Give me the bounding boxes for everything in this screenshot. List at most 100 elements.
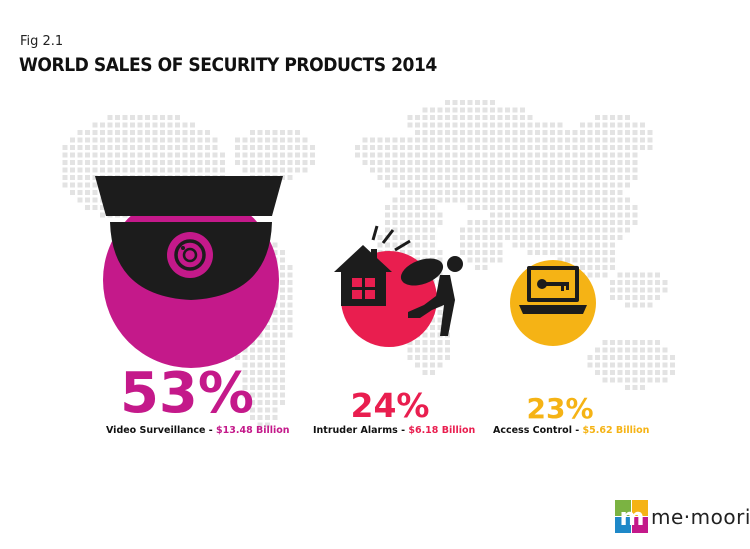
- map-dot: [602, 160, 608, 165]
- map-dot: [610, 175, 615, 180]
- map-dot: [475, 100, 480, 105]
- map-dot: [437, 325, 443, 330]
- map-dot: [602, 130, 608, 135]
- map-dot: [272, 415, 278, 420]
- map-dot: [565, 220, 570, 225]
- map-dot: [100, 160, 105, 165]
- map-dot: [497, 257, 503, 263]
- map-dot: [460, 130, 465, 135]
- map-dot: [647, 362, 653, 368]
- map-dot: [422, 220, 428, 225]
- map-dot: [190, 130, 195, 135]
- map-dot: [647, 295, 653, 300]
- map-dot: [482, 130, 488, 135]
- map-dot: [257, 362, 263, 368]
- map-dot: [437, 332, 443, 338]
- map-dot: [482, 182, 488, 188]
- map-dot: [280, 400, 285, 405]
- map-dot: [647, 340, 653, 345]
- map-dot: [490, 137, 495, 143]
- map-dot: [460, 167, 465, 173]
- map-dot: [182, 167, 188, 173]
- map-dot: [400, 197, 405, 203]
- map-dot: [647, 370, 653, 375]
- map-dot: [287, 287, 293, 293]
- map-dot: [497, 160, 503, 165]
- map-dot: [437, 190, 443, 195]
- map-dot: [632, 205, 638, 210]
- map-dot: [415, 257, 420, 263]
- caption-separator: -: [571, 425, 583, 436]
- map-dot: [130, 160, 135, 165]
- map-dot: [490, 130, 495, 135]
- map-dot: [407, 152, 413, 158]
- map-dot: [632, 130, 638, 135]
- map-dot: [257, 145, 263, 150]
- map-dot: [280, 145, 285, 150]
- map-dot: [257, 152, 263, 158]
- map-dot: [445, 137, 450, 143]
- map-dot: [467, 160, 473, 165]
- video-surveillance-caption: Video Surveillance - $13.48 Billion: [106, 425, 290, 436]
- map-dot: [400, 160, 405, 165]
- map-dot: [400, 220, 405, 225]
- map-dot: [572, 197, 578, 203]
- map-dot: [77, 175, 83, 180]
- map-dot: [662, 355, 668, 360]
- map-dot: [355, 152, 360, 158]
- map-dot: [565, 235, 570, 240]
- map-dot: [482, 145, 488, 150]
- map-dot: [415, 175, 420, 180]
- map-dot: [430, 130, 435, 135]
- map-dot: [400, 212, 405, 218]
- map-dot: [302, 152, 308, 158]
- map-dot: [617, 295, 623, 300]
- map-dot: [565, 212, 570, 218]
- map-dot: [647, 280, 653, 285]
- map-dot: [287, 152, 293, 158]
- map-dot: [520, 175, 525, 180]
- map-dot: [542, 205, 548, 210]
- map-dot: [565, 257, 570, 263]
- map-dot: [250, 130, 255, 135]
- map-dot: [497, 182, 503, 188]
- map-dot: [385, 137, 390, 143]
- map-dot: [62, 182, 68, 188]
- map-dot: [415, 182, 420, 188]
- map-dot: [422, 107, 428, 113]
- map-dot: [250, 362, 255, 368]
- map-dot: [242, 370, 248, 375]
- map-dot: [557, 167, 563, 173]
- map-dot: [655, 295, 660, 300]
- map-dot: [527, 115, 533, 120]
- map-dot: [250, 392, 255, 398]
- access-control-value: $5.62 Billion: [582, 425, 650, 436]
- map-dot: [520, 115, 525, 120]
- map-dot: [280, 355, 285, 360]
- map-dot: [467, 235, 473, 240]
- map-dot: [527, 145, 533, 150]
- map-dot: [482, 227, 488, 233]
- map-dot: [512, 182, 518, 188]
- map-dot: [572, 250, 578, 255]
- map-dot: [62, 160, 68, 165]
- map-dot: [370, 152, 375, 158]
- map-dot: [527, 152, 533, 158]
- map-dot: [77, 160, 83, 165]
- map-dot: [287, 130, 293, 135]
- map-dot: [460, 122, 465, 128]
- map-dot: [257, 415, 263, 420]
- map-dot: [610, 235, 615, 240]
- map-dot: [407, 347, 413, 353]
- map-dot: [422, 332, 428, 338]
- map-dot: [460, 115, 465, 120]
- map-dot: [505, 152, 510, 158]
- map-dot: [512, 175, 518, 180]
- map-dot: [625, 212, 630, 218]
- map-dot: [115, 167, 120, 173]
- map-dot: [415, 190, 420, 195]
- map-dot: [257, 130, 263, 135]
- map-dot: [617, 280, 623, 285]
- map-dot: [122, 152, 128, 158]
- map-dot: [512, 130, 518, 135]
